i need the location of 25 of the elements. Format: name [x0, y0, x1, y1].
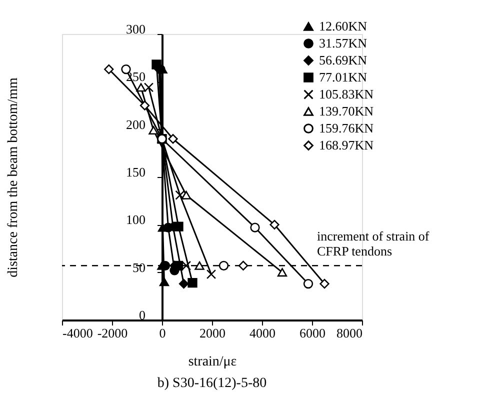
x-tick-label: -4000	[62, 326, 93, 340]
legend-label: 168.97KN	[319, 138, 374, 152]
legend-label: 12.60KN	[319, 18, 368, 34]
legend-label: 77.01KN	[319, 70, 368, 84]
legend-label: 56.69KN	[319, 52, 368, 68]
x-tick-label: 0	[159, 326, 166, 340]
x-tick-label: 4000	[250, 326, 276, 340]
x-tick-label: 8000	[336, 326, 362, 340]
legend-label: 159.76KN	[319, 120, 374, 136]
y-tick-label: 300	[126, 22, 146, 36]
y-tick-label: 200	[126, 116, 146, 132]
legend-label: 31.57KN	[319, 36, 368, 50]
legend-label: 105.83KN	[319, 86, 374, 102]
x-tick-label: -2000	[97, 326, 128, 340]
x-tick-label: 2000	[200, 326, 226, 340]
y-tick-label: 50	[132, 260, 146, 275]
x-tick-label: 6000	[300, 326, 326, 340]
y-tick-label: 100	[126, 212, 146, 228]
x-axis-title: strain/με	[188, 354, 237, 370]
y-axis-title: distance from the beam bottom/mm	[6, 77, 21, 278]
legend-label: 139.70KN	[319, 104, 374, 118]
y-tick-label: 0	[139, 308, 146, 322]
text: b) S30-16(12)-5-80	[157, 376, 267, 391]
ref-line-label: increment of strain of CFRP tendons	[317, 228, 430, 259]
y-tick-label: 150	[126, 164, 146, 180]
